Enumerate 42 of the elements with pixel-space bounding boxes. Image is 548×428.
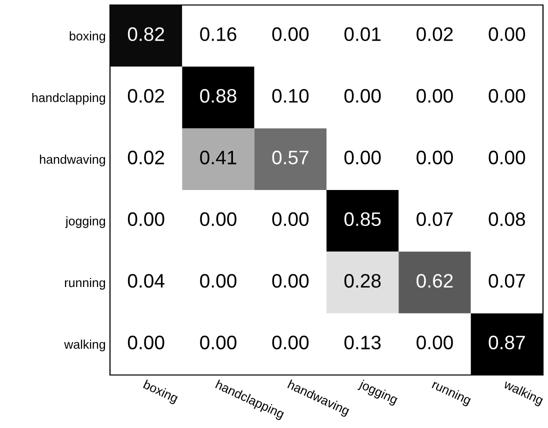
data-label: 0.00	[272, 336, 309, 350]
data-label: 0.00	[344, 88, 381, 103]
y-tick-label: walking	[64, 340, 106, 352]
data-label: 0.04	[128, 274, 164, 288]
data-label: 0.00	[200, 274, 236, 288]
data-label: 0.41	[200, 150, 236, 164]
data-label: 0.00	[488, 88, 526, 103]
data-label: 0.16	[200, 27, 236, 42]
data-label: 0.00	[200, 212, 236, 226]
y-tick-label: jogging	[65, 216, 106, 228]
data-label: 0.07	[488, 274, 525, 288]
data-label: 0.00	[416, 88, 453, 103]
data-label: 0.00	[488, 150, 526, 164]
data-label: 0.00	[416, 150, 453, 164]
data-label: 0.00	[344, 150, 381, 164]
data-label: 0.00	[128, 212, 164, 226]
data-label: 0.57	[272, 150, 308, 164]
data-label: 0.01	[344, 27, 381, 42]
data-label: 0.00	[272, 274, 309, 288]
data-label: 0.88	[200, 88, 236, 103]
data-label: 0.02	[416, 27, 453, 42]
y-tick-label: handclapping	[32, 92, 106, 105]
data-label: 0.02	[128, 150, 164, 164]
data-label: 0.85	[344, 212, 381, 226]
data-label: 0.10	[272, 88, 309, 103]
data-label: 0.00	[200, 336, 236, 350]
y-tick-label: boxing	[70, 31, 106, 43]
data-label: 0.07	[416, 212, 453, 226]
data-label: 0.82	[128, 27, 164, 42]
y-tick-label: running	[64, 278, 106, 290]
data-label: 0.62	[416, 274, 453, 288]
data-label: 0.87	[488, 336, 525, 350]
data-label: 0.00	[488, 27, 526, 42]
data-label: 0.28	[344, 274, 381, 288]
data-label: 0.02	[128, 88, 164, 103]
data-label: 0.00	[272, 27, 309, 42]
data-label: 0.08	[488, 212, 525, 226]
data-label: 0.13	[344, 336, 381, 350]
y-tick-label: handwaving	[40, 154, 106, 166]
data-label: 0.00	[128, 336, 164, 350]
data-label: 0.00	[416, 336, 453, 350]
data-label: 0.00	[272, 212, 309, 226]
